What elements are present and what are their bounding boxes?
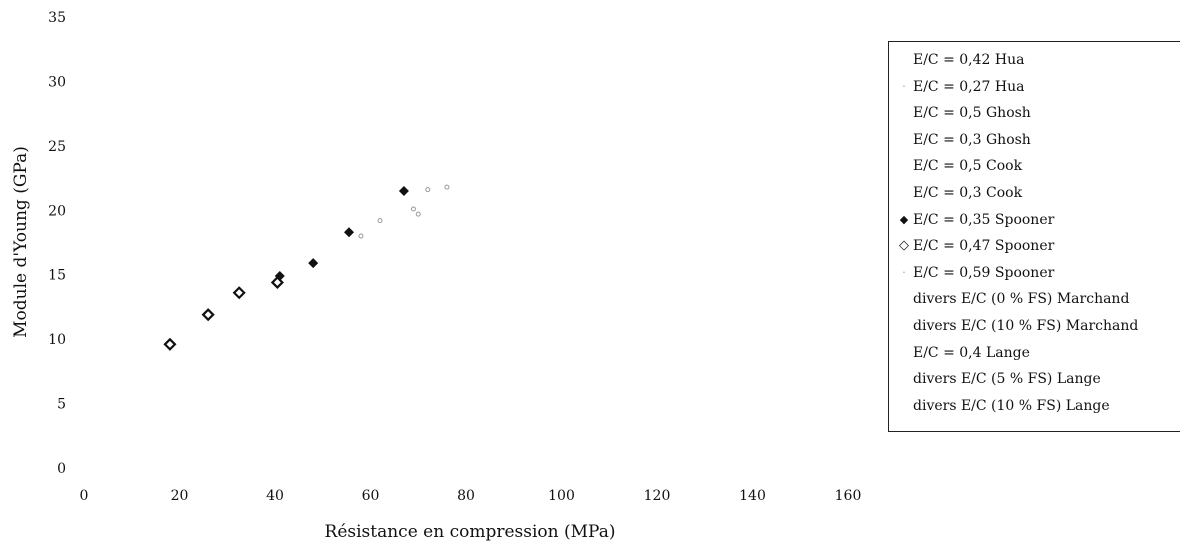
x-tick-label: 60 xyxy=(362,488,380,504)
data-point xyxy=(415,211,421,217)
legend-label: E/C = 0,3 Ghosh xyxy=(913,131,1031,148)
legend-marker-icon: · xyxy=(902,79,906,93)
y-tick-label: 15 xyxy=(48,268,66,284)
data-point xyxy=(358,233,364,239)
legend-label: E/C = 0,5 Cook xyxy=(913,158,1023,175)
legend-item: E/C = 0,5 Ghosh xyxy=(889,102,1180,124)
legend-label: divers E/C (5 % FS) Lange xyxy=(913,371,1101,388)
chart-legend: E/C = 0,42 Hua · E/C = 0,27 Hua E/C = 0,5 G… xyxy=(888,41,1180,432)
legend-marker-icon xyxy=(897,49,911,71)
data-point xyxy=(201,308,215,322)
legend-item: E/C = 0,3 Cook xyxy=(889,182,1180,204)
legend-label: E/C = 0,59 Spooner xyxy=(913,264,1055,281)
x-tick-label: 160 xyxy=(835,488,862,504)
x-tick-label: 0 xyxy=(80,488,89,504)
legend-item: E/C = 0,3 Ghosh xyxy=(889,129,1180,151)
legend-label: E/C = 0,47 Spooner xyxy=(913,238,1055,255)
y-axis-title: Module d'Young (GPa) xyxy=(11,146,31,338)
y-tick-label: 30 xyxy=(48,74,66,90)
data-point xyxy=(270,275,284,290)
data-point xyxy=(444,184,450,190)
legend-marker-icon xyxy=(897,288,911,310)
x-tick-label: 80 xyxy=(457,488,475,504)
legend-marker-icon xyxy=(897,395,911,417)
legend-item: E/C = 0,42 Hua xyxy=(889,49,1180,71)
legend-item: divers E/C (10 % FS) Lange xyxy=(889,395,1180,417)
legend-item: ◇ E/C = 0,47 Spooner xyxy=(889,235,1180,257)
legend-label: E/C = 0,27 Hua xyxy=(913,78,1025,95)
legend-item: ◆ E/C = 0,35 Spooner xyxy=(889,209,1180,231)
legend-marker-icon xyxy=(897,315,911,337)
legend-marker-icon xyxy=(897,155,911,177)
x-axis-title: Résistance en compression (MPa) xyxy=(325,522,616,542)
x-tick-label: 40 xyxy=(266,488,284,504)
data-point xyxy=(344,227,355,238)
legend-marker-icon: ◇ xyxy=(899,238,909,254)
data-point xyxy=(308,258,319,269)
x-tick-label: 20 xyxy=(171,488,189,504)
y-tick-label: 25 xyxy=(48,139,66,155)
legend-item: divers E/C (10 % FS) Marchand xyxy=(889,315,1180,337)
legend-marker-icon xyxy=(897,368,911,390)
legend-label: E/C = 0,5 Ghosh xyxy=(913,105,1031,122)
legend-marker-icon: ◆ xyxy=(899,212,909,226)
x-tick-label: 140 xyxy=(739,488,766,504)
x-tick-label: 100 xyxy=(548,488,575,504)
x-axis-ticks: 0 20 40 60 80 100 120 140 160 xyxy=(80,488,862,504)
legend-label: E/C = 0,4 Lange xyxy=(913,344,1030,361)
y-tick-label: 0 xyxy=(57,461,66,477)
y-tick-label: 5 xyxy=(57,397,66,413)
y-tick-label: 35 xyxy=(48,10,66,26)
y-tick-label: 20 xyxy=(48,203,66,219)
y-axis-ticks: 0 5 10 15 20 25 30 35 xyxy=(48,10,66,477)
legend-item: E/C = 0,4 Lange xyxy=(889,342,1180,364)
x-tick-label: 120 xyxy=(644,488,671,504)
data-point xyxy=(425,187,431,193)
legend-item: · E/C = 0,59 Spooner xyxy=(889,262,1180,284)
legend-label: divers E/C (10 % FS) Lange xyxy=(913,397,1110,414)
data-point xyxy=(232,286,246,300)
legend-item: E/C = 0,5 Cook xyxy=(889,155,1180,177)
legend-item: divers E/C (0 % FS) Marchand xyxy=(889,288,1180,310)
legend-label: E/C = 0,42 Hua xyxy=(913,52,1025,68)
legend-label: divers E/C (10 % FS) Marchand xyxy=(913,318,1139,334)
y-tick-label: 10 xyxy=(48,332,66,348)
legend-label: divers E/C (0 % FS) Marchand xyxy=(913,291,1130,308)
data-point xyxy=(398,185,409,196)
data-points xyxy=(163,184,450,351)
data-point xyxy=(410,206,416,212)
legend-label: E/C = 0,35 Spooner xyxy=(913,211,1055,228)
legend-marker-icon xyxy=(897,129,911,151)
legend-marker-icon xyxy=(897,102,911,124)
legend-marker-icon: · xyxy=(902,265,906,279)
legend-label: E/C = 0,3 Cook xyxy=(913,185,1023,201)
data-point xyxy=(377,218,383,224)
legend-marker-icon xyxy=(897,182,911,204)
data-point xyxy=(163,337,177,351)
legend-marker-icon xyxy=(897,342,911,364)
legend-item: · E/C = 0,27 Hua xyxy=(889,76,1180,98)
legend-item: divers E/C (5 % FS) Lange xyxy=(889,368,1180,390)
